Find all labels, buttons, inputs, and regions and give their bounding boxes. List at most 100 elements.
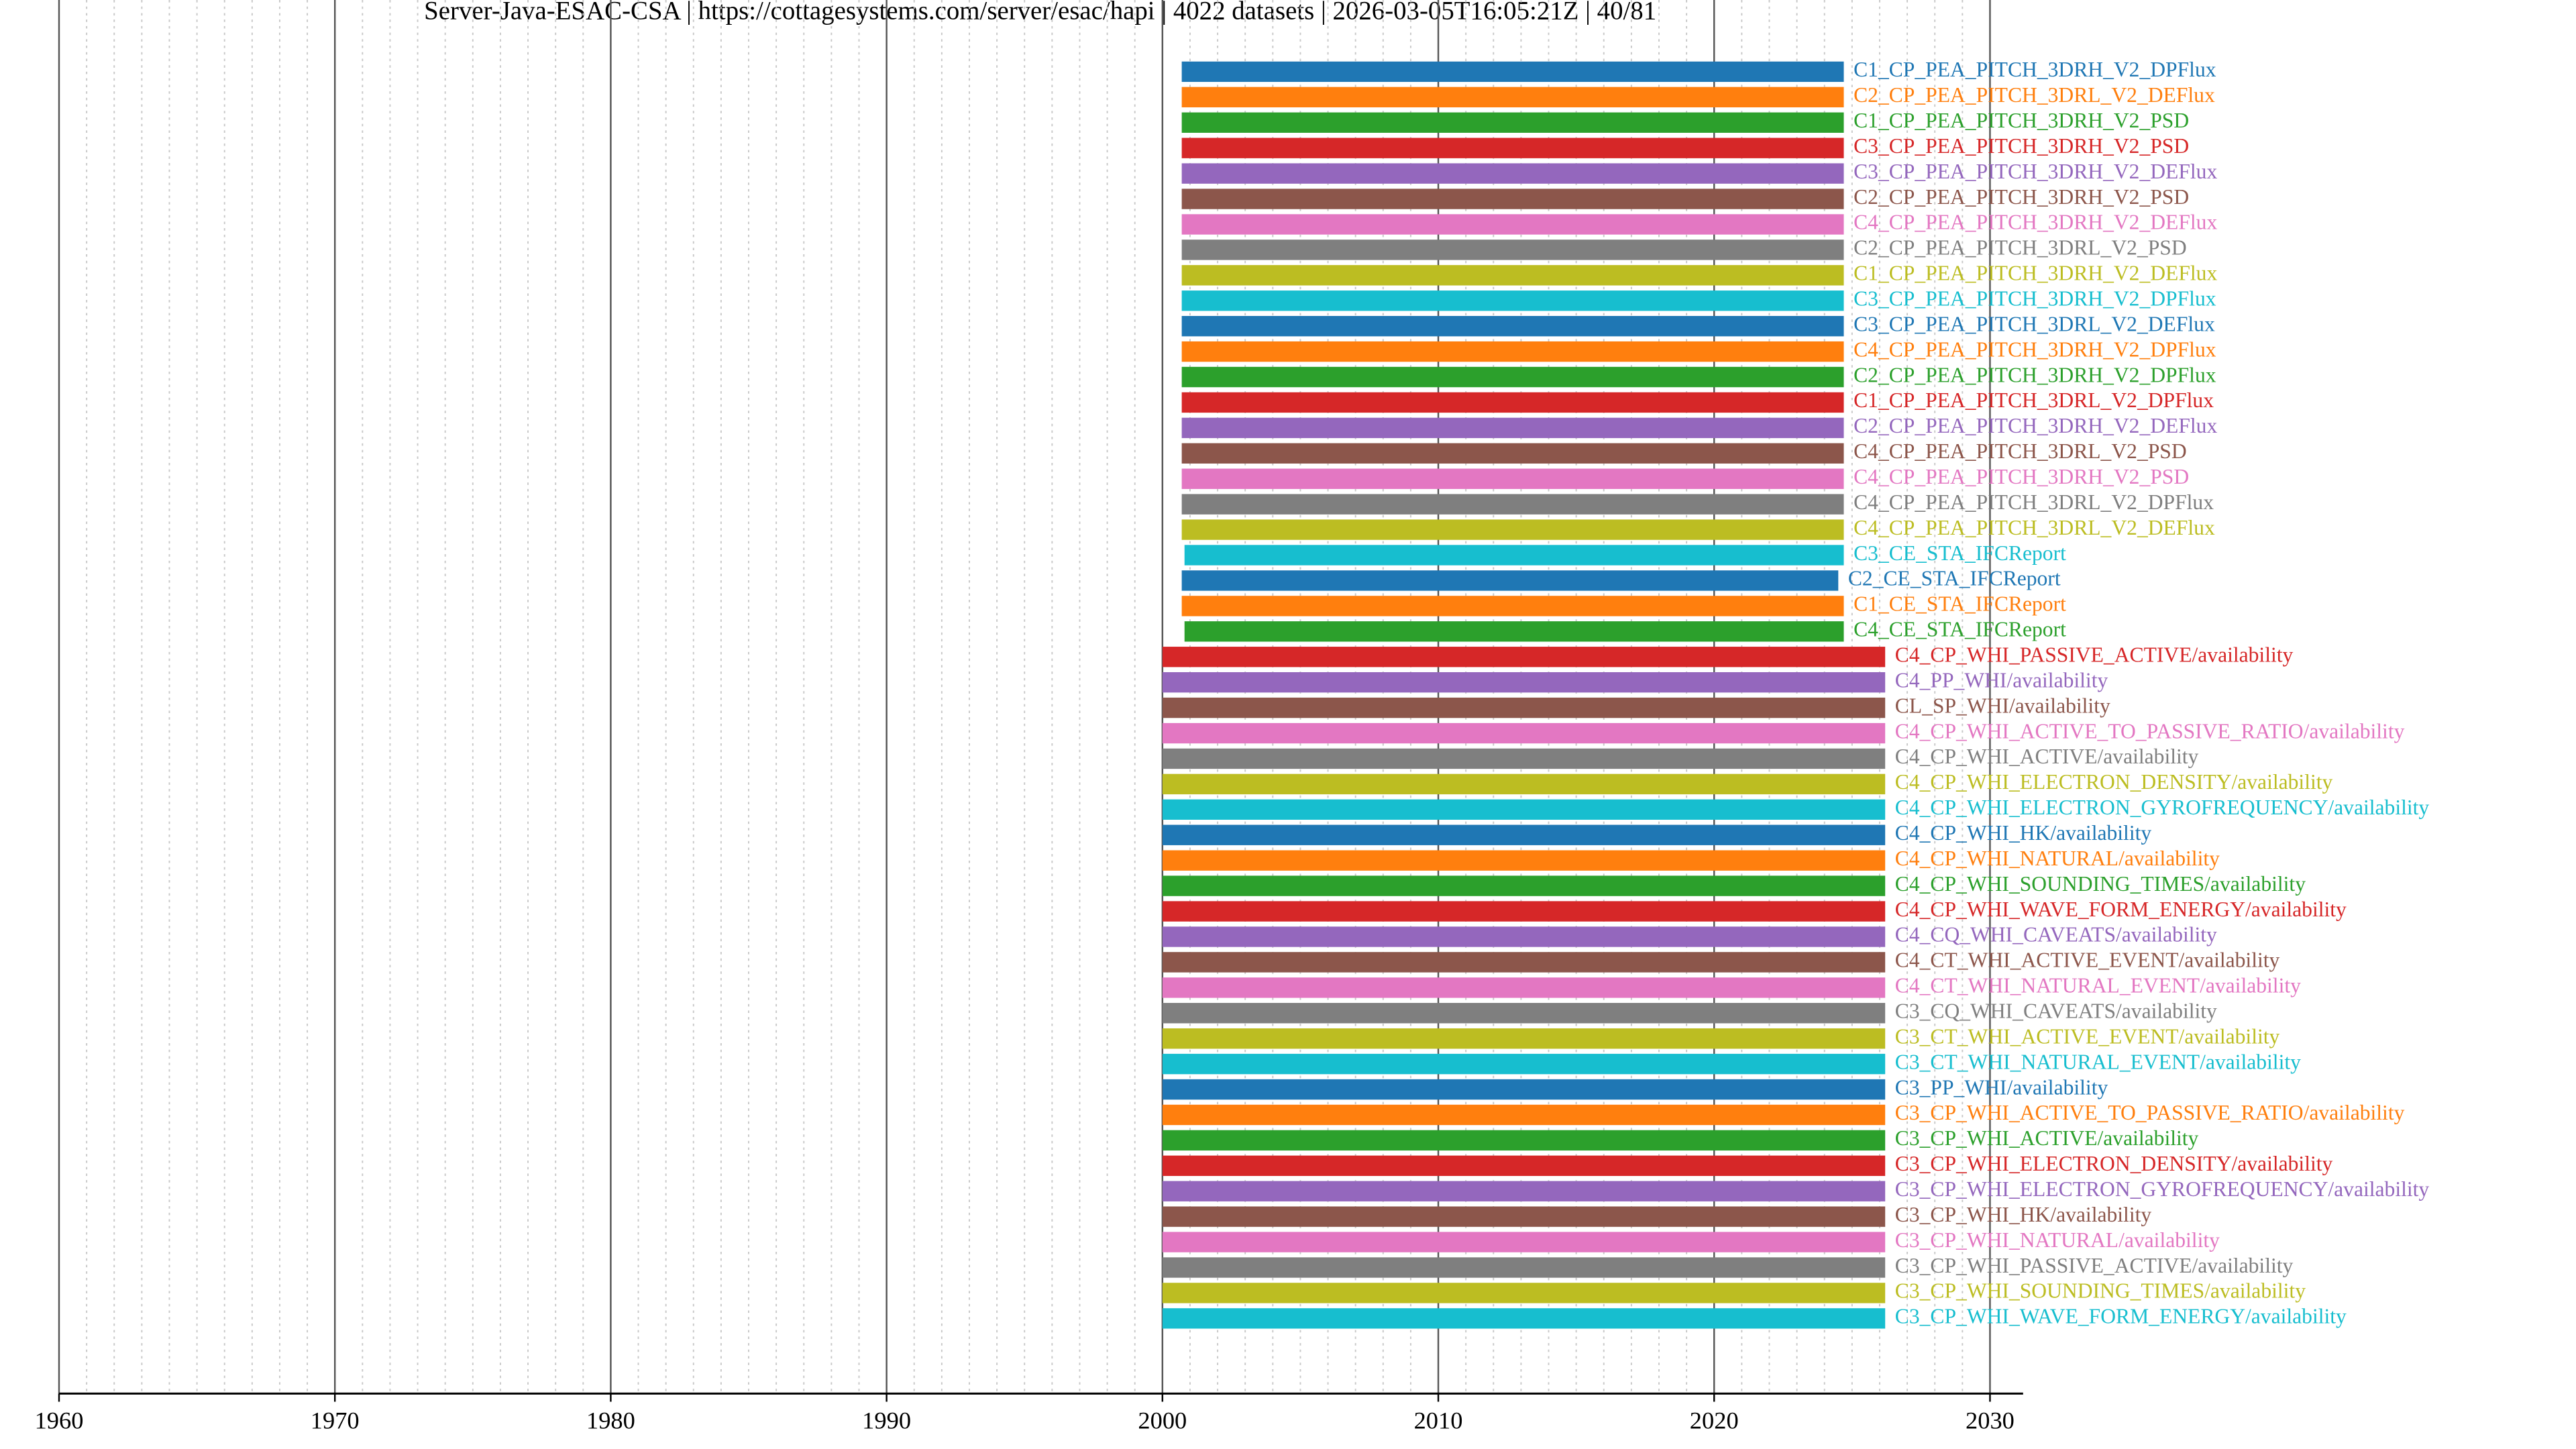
bar-label: C4_CT_WHI_NATURAL_EVENT/availability — [1895, 974, 2301, 998]
x-tick-label: 1970 — [311, 1407, 360, 1434]
bar-label: C1_CP_PEA_PITCH_3DRH_V2_PSD — [1854, 109, 2189, 132]
bar-label: C3_CP_WHI_PASSIVE_ACTIVE/availability — [1895, 1254, 2294, 1277]
bar — [1162, 926, 1886, 947]
bar — [1162, 722, 1886, 744]
bar-label: C3_CP_WHI_ACTIVE_TO_PASSIVE_RATIO/availa… — [1895, 1101, 2405, 1124]
bar — [1181, 366, 1844, 388]
bar-label: C4_CP_PEA_PITCH_3DRL_V2_DEFlux — [1854, 516, 2215, 539]
bar-label: C3_CP_WHI_SOUNDING_TIMES/availability — [1895, 1279, 2306, 1303]
bar — [1181, 596, 1844, 616]
bar — [1162, 1257, 1886, 1278]
bar-label: C3_CP_PEA_PITCH_3DRH_V2_PSD — [1854, 134, 2189, 158]
bar-label: C4_CP_WHI_ACTIVE/availability — [1895, 745, 2199, 768]
x-tick-label: 1990 — [862, 1407, 911, 1434]
bar — [1181, 443, 1844, 464]
bar — [1181, 392, 1844, 413]
bar-label: C4_CP_WHI_NATURAL/availability — [1895, 847, 2220, 870]
bar — [1181, 189, 1844, 209]
bar — [1162, 748, 1886, 769]
bar — [1181, 468, 1844, 489]
bar-label: C3_CT_WHI_NATURAL_EVENT/availability — [1895, 1050, 2301, 1073]
bar — [1162, 850, 1886, 871]
bar — [1162, 1155, 1886, 1176]
bar-label: C4_CP_PEA_PITCH_3DRH_V2_DPFlux — [1854, 337, 2216, 361]
bar-label: C3_CP_PEA_PITCH_3DRH_V2_DEFlux — [1854, 160, 2217, 183]
bar — [1162, 672, 1886, 693]
bar-label: C2_CP_PEA_PITCH_3DRL_V2_DEFlux — [1854, 83, 2215, 107]
bar-label: C1_CP_PEA_PITCH_3DRH_V2_DEFlux — [1854, 262, 2217, 285]
x-tick-label: 2030 — [1966, 1407, 2015, 1434]
bar-label: C3_CP_WHI_ELECTRON_GYROFREQUENCY/availab… — [1895, 1177, 2430, 1201]
bar — [1181, 61, 1844, 83]
bar-label: C2_CP_PEA_PITCH_3DRL_V2_PSD — [1854, 236, 2187, 260]
bar — [1181, 417, 1844, 439]
bar — [1162, 824, 1886, 845]
bar — [1162, 875, 1886, 896]
bar — [1181, 87, 1844, 108]
bar-label: C4_CP_WHI_SOUNDING_TIMES/availability — [1895, 872, 2306, 896]
bar-label: C3_CP_WHI_HK/availability — [1895, 1203, 2152, 1226]
bar — [1181, 290, 1844, 311]
bar — [1162, 1079, 1886, 1100]
bar — [1184, 621, 1844, 642]
bar — [1162, 1104, 1886, 1126]
bar-label: C2_CP_PEA_PITCH_3DRH_V2_DPFlux — [1854, 363, 2216, 386]
bar-label: C3_PP_WHI/availability — [1895, 1075, 2108, 1099]
bar-label: CL_SP_WHI/availability — [1895, 694, 2110, 717]
bar — [1162, 1181, 1886, 1201]
bar — [1162, 1206, 1886, 1227]
bar — [1162, 697, 1886, 718]
bar-label: C4_CQ_WHI_CAVEATS/availability — [1895, 923, 2217, 947]
bar-label: C4_PP_WHI/availability — [1895, 668, 2108, 692]
bar — [1181, 239, 1844, 260]
bar-label: C4_CP_WHI_PASSIVE_ACTIVE/availability — [1895, 643, 2294, 666]
bar-label: C3_CP_WHI_ELECTRON_DENSITY/availability — [1895, 1152, 2333, 1175]
bar-label: C2_CE_STA_IFCReport — [1848, 567, 2061, 590]
x-tick-label: 2020 — [1690, 1407, 1739, 1434]
bar-label: C3_CP_PEA_PITCH_3DRH_V2_DPFlux — [1854, 287, 2216, 311]
bar — [1181, 570, 1839, 591]
bar-label: C3_CP_WHI_ACTIVE/availability — [1895, 1126, 2199, 1150]
x-tick-label: 2010 — [1414, 1407, 1463, 1434]
bar-label: C4_CP_PEA_PITCH_3DRL_V2_DPFlux — [1854, 490, 2214, 514]
bar-label: C4_CP_WHI_ACTIVE_TO_PASSIVE_RATIO/availa… — [1895, 719, 2405, 743]
bar-label: C3_CP_PEA_PITCH_3DRL_V2_DEFlux — [1854, 312, 2215, 335]
bar-label: C4_CT_WHI_ACTIVE_EVENT/availability — [1895, 949, 2280, 972]
bar — [1162, 799, 1886, 820]
bar-label: C1_CP_PEA_PITCH_3DRL_V2_DPFlux — [1854, 388, 2214, 412]
x-tick-label: 1960 — [35, 1407, 84, 1434]
bar-label: C4_CP_WHI_WAVE_FORM_ENERGY/availability — [1895, 898, 2347, 921]
bar — [1162, 1232, 1886, 1252]
bar-label: C1_CE_STA_IFCReport — [1854, 592, 2066, 616]
bar-label: C4_CP_PEA_PITCH_3DRH_V2_DEFlux — [1854, 211, 2217, 234]
bar-label: C2_CP_PEA_PITCH_3DRH_V2_PSD — [1854, 185, 2189, 209]
bar — [1181, 214, 1844, 235]
bar — [1162, 1308, 1886, 1329]
bar — [1162, 1283, 1886, 1303]
bar — [1181, 265, 1844, 286]
bar — [1181, 341, 1844, 362]
x-tick-label: 2000 — [1138, 1407, 1187, 1434]
bar-label: C3_CE_STA_IFCReport — [1854, 541, 2066, 565]
bar — [1162, 952, 1886, 973]
bar-label: C1_CP_PEA_PITCH_3DRH_V2_DPFlux — [1854, 58, 2216, 81]
bar-label: C2_CP_PEA_PITCH_3DRH_V2_DEFlux — [1854, 414, 2217, 437]
bar-label: C3_CQ_WHI_CAVEATS/availability — [1895, 999, 2217, 1022]
bar — [1162, 647, 1886, 667]
bar — [1162, 773, 1886, 795]
bar-label: C4_CP_PEA_PITCH_3DRH_V2_PSD — [1854, 465, 2189, 488]
x-tick-label: 1980 — [586, 1407, 635, 1434]
bar — [1162, 901, 1886, 922]
bar-label: C3_CT_WHI_ACTIVE_EVENT/availability — [1895, 1024, 2280, 1048]
bar — [1162, 1028, 1886, 1049]
bar — [1181, 519, 1844, 540]
bar — [1162, 1130, 1886, 1151]
bar — [1162, 977, 1886, 998]
bar — [1184, 545, 1844, 566]
bar — [1181, 163, 1844, 184]
bar-label: C4_CP_WHI_ELECTRON_DENSITY/availability — [1895, 770, 2333, 794]
bar-label: C4_CP_PEA_PITCH_3DRL_V2_PSD — [1854, 439, 2187, 463]
bar-label: C3_CP_WHI_NATURAL/availability — [1895, 1228, 2220, 1252]
